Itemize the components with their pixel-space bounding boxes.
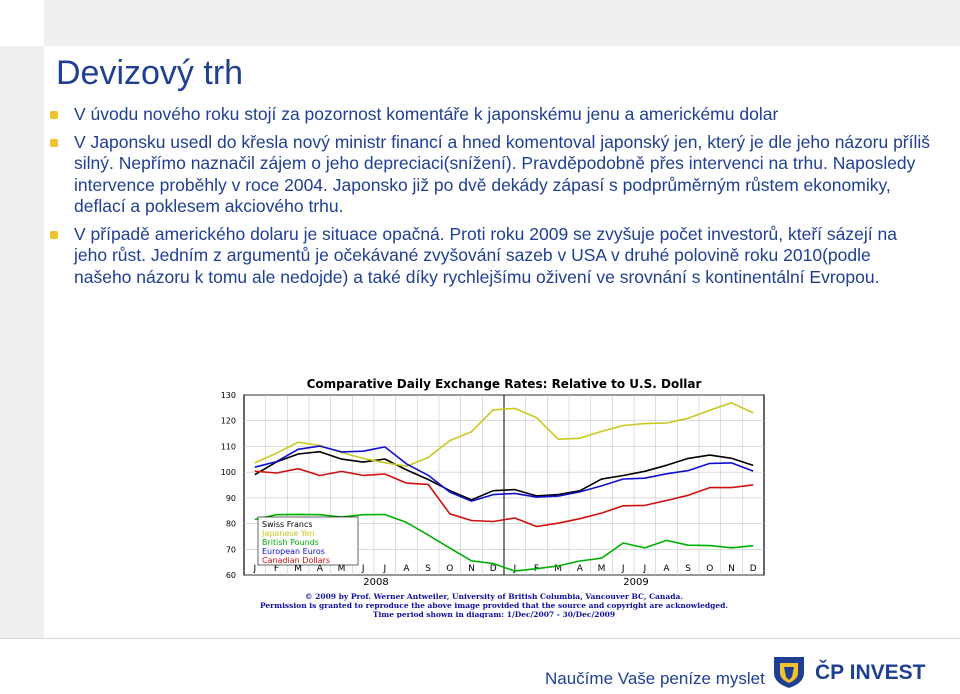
x-tick-label: J [361,564,365,574]
legend-box [257,516,359,566]
footer-slogan: Naučíme Vaše peníze myslet [545,669,765,688]
bullet-text: V úvodu nového roku stojí za pozornost k… [74,104,779,124]
chart-title: Comparative Daily Exchange Rates: Relati… [307,377,702,391]
corner-block [0,0,44,46]
series-line [254,467,754,528]
y-tick-label: 130 [221,391,236,400]
x-tick-label: F [274,564,279,574]
legend-entry: Canadian Dollars [262,556,330,565]
y-tick-label: 90 [226,494,236,503]
brand-name: ČP INVEST [815,661,926,684]
bullet-icon [50,138,58,147]
x-tick-label: J [513,564,517,574]
y-tick-label: 110 [221,442,236,451]
y-tick-label: 100 [221,468,236,477]
bullet-item: V případě amerického dolaru je situace o… [50,224,930,289]
bullet-icon [50,111,58,119]
x-tick-label: A [663,564,670,574]
x-tick-label: J [383,564,387,574]
footer-divider [0,638,960,639]
series-line [254,450,754,501]
credit-line: © 2009 by Prof. Werner Antweiler, Univer… [305,592,683,601]
x-tick-label: M [338,564,346,574]
legend-entry: Swiss Francs [262,520,313,529]
legend-entry: European Euros [262,547,325,556]
bullet-item: V Japonsku usedl do křesla nový ministr … [50,132,930,218]
x-tick-label: J [253,564,257,574]
series-line [254,513,754,572]
exchange-rate-chart: Comparative Daily Exchange Rates: Relati… [180,370,785,619]
bullet-list: V úvodu nového roku stojí za pozornost k… [50,104,930,294]
header-band [44,0,960,46]
x-tick-label: S [685,564,691,574]
legend-entry: Japanese Yen [261,529,315,538]
y-tick-label: 120 [221,417,236,426]
bullet-text: V Japonsku usedl do křesla nový ministr … [74,131,931,217]
bullet-icon [50,230,58,239]
slide-title: Devizový trh [56,54,244,92]
left-band [0,46,44,638]
y-tick-label: 80 [226,520,236,529]
x-tick-label: J [621,564,625,574]
legend-entry: British Pounds [262,538,319,547]
bullet-text: V případě amerického dolaru je situace o… [74,223,897,287]
x-tick-label: D [750,564,757,574]
x-tick-label: M [294,564,302,574]
x-tick-label: A [577,564,584,574]
x-tick-label: O [706,564,713,574]
series-line [254,445,754,502]
year-label: 2009 [623,577,648,588]
x-tick-label: O [446,564,453,574]
x-tick-label: J [643,564,647,574]
x-tick-label: M [554,564,562,574]
year-label: 2008 [363,577,388,588]
x-tick-label: N [468,564,475,574]
x-tick-label: A [403,564,410,574]
y-tick-label: 70 [226,545,236,554]
x-tick-label: D [490,564,497,574]
chart-svg: Comparative Daily Exchange Rates: Relati… [180,370,785,619]
lion-shield-icon [770,655,808,689]
credit-line: Permission is granted to reproduce the a… [260,601,728,610]
x-tick-label: A [317,564,324,574]
bullet-item: V úvodu nového roku stojí za pozornost k… [50,104,930,126]
x-tick-label: S [425,564,431,574]
x-tick-label: N [728,564,735,574]
x-tick-label: M [598,564,606,574]
credit-line: Time period shown in diagram: 1/Dec/2007… [373,610,615,618]
y-tick-label: 60 [226,571,236,580]
